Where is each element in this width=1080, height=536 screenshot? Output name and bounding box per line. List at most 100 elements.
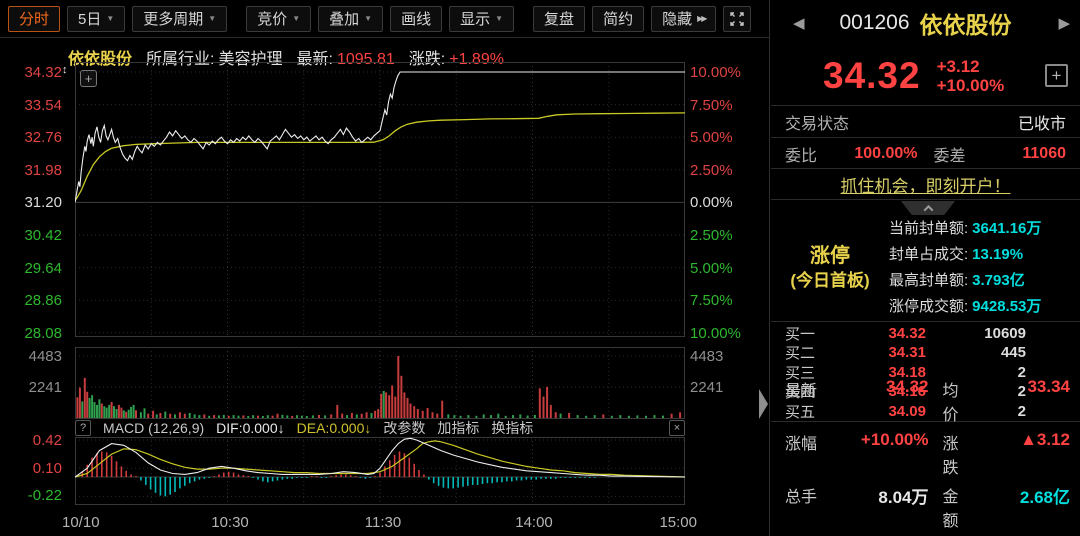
stat-value: 2.68亿 [1019, 487, 1070, 507]
y-axis-percent-label: 0.00% [690, 194, 733, 212]
y-axis-percent-label: 7.50% [690, 292, 733, 310]
macd-dea-value: DEA:0.000↓ [296, 420, 372, 436]
industry-value[interactable]: 美容护理 [218, 51, 283, 68]
button-simple-mode[interactable]: 简约 [592, 5, 645, 32]
stock-switcher: ◀ 001206 依依股份 ▶ [771, 0, 1080, 46]
order-book: 买一 34.32 10609 买二 34.31 445 买三 34.18 2 买四 34.16… [771, 323, 1080, 422]
bid-label: 买一 [785, 325, 816, 343]
switch-indicator-button[interactable]: 换指标 [491, 420, 534, 436]
trade-status-label: 交易状态 [785, 116, 850, 133]
bid-price: 34.18 [888, 363, 926, 381]
chevron-down-icon: ▼ [106, 14, 115, 23]
y-axis-price-label: 33.54 [24, 96, 62, 114]
tab-fenshi[interactable]: 分时 [8, 5, 61, 32]
latest-label: 最新: [296, 51, 333, 68]
edit-params-button[interactable]: 改参数 [383, 420, 426, 436]
weicha-value: 11060 [1022, 144, 1066, 162]
prev-stock-arrow-icon[interactable]: ◀ [793, 15, 805, 32]
change-value: +1.89% [449, 51, 504, 68]
indicator-toolbar: ? MACD (12,26,9) DIF:0.000↓ DEA:0.000↓ 改… [75, 419, 685, 437]
limit-stat-row: 当前封单额: 3641.16万 [889, 217, 1080, 241]
bid-row-3[interactable]: 买三 34.18 2 [771, 362, 1080, 382]
y-axis-price-label: 28.86 [24, 292, 62, 310]
close-indicator-button[interactable]: × [669, 420, 685, 436]
volume-axis-label: 4483 [690, 348, 724, 365]
current-price-row: 34.32 +3.12 +10.00% + [771, 46, 1080, 106]
tab-more-periods[interactable]: 更多周期 ▼ [132, 5, 228, 32]
button-overlay-label: 叠加 [329, 11, 360, 28]
bid-volume: 10609 [984, 324, 1026, 342]
x-axis-time-label: 10/10 [62, 514, 100, 531]
button-replay[interactable]: 复盘 [533, 5, 586, 32]
stat-label: 金额 [942, 488, 959, 530]
stat-label: 总手 [785, 488, 818, 506]
tab-5day-label: 5日 [78, 11, 102, 28]
volume-axis-label: 4483 [28, 348, 62, 365]
limit-stat-label: 当前封单额: [889, 220, 969, 237]
bid-price: 34.09 [888, 402, 926, 420]
y-axis-price-label: 31.98 [24, 161, 62, 179]
button-hide[interactable]: 隐藏 ▶▶ [651, 5, 717, 32]
limit-stat-label: 涨停成交额: [889, 298, 969, 315]
price-change-stack: +3.12 +10.00% [937, 57, 1005, 95]
stat-value: 33.34 [1027, 376, 1070, 396]
intraday-price-chart[interactable] [75, 62, 685, 337]
panel-expand-handle[interactable] [759, 389, 768, 419]
limit-stat-value: 9428.53万 [972, 298, 1042, 315]
bid-row-5[interactable]: 买五 34.09 2 [771, 401, 1080, 421]
collapse-panel-tab[interactable] [901, 201, 955, 215]
bid-label: 买三 [785, 364, 816, 382]
button-overlay[interactable]: 叠加 ▼ [318, 5, 384, 32]
y-axis-price-label: 34.32 [24, 64, 62, 81]
bid-row-4[interactable]: 买四 34.16 2 [771, 382, 1080, 402]
indicator-help-button[interactable]: ? [75, 420, 91, 436]
change-label: 涨跌: [408, 51, 446, 68]
bid-row-2[interactable]: 买二 34.31 445 [771, 343, 1080, 363]
button-auction-label: 竞价 [257, 11, 288, 28]
button-display[interactable]: 显示 ▼ [449, 5, 515, 32]
industry-label: 所属行业: [146, 51, 215, 68]
chevron-down-icon: ▼ [208, 14, 217, 23]
zoom-crosshair-icon[interactable]: + [80, 70, 97, 87]
y-axis-price-label: 29.64 [24, 259, 62, 277]
stat-value: 8.04万 [878, 487, 929, 507]
open-account-link[interactable]: 抓住机会，即刻开户！ [840, 177, 1011, 196]
weibi-row: 委比 100.00% 委差 11060 [771, 139, 1080, 169]
limit-up-tag-line2: (今日首板) [790, 271, 870, 290]
chevron-down-icon: ▼ [495, 14, 504, 23]
y-axis-percent-label: 10.00% [690, 64, 741, 81]
chevron-up-icon [923, 204, 933, 215]
add-indicator-button[interactable]: 加指标 [437, 420, 480, 436]
macd-axis-label: 0.42 [32, 432, 62, 449]
y-axis-price-label: 32.76 [24, 129, 62, 147]
macd-chart[interactable] [75, 437, 685, 505]
limit-up-tag-line1: 涨停 [810, 245, 850, 267]
limit-stat-label: 封单占成交: [889, 246, 969, 263]
trade-status-value: 已收市 [1017, 116, 1066, 133]
bid-label: 买二 [785, 345, 816, 362]
stat-value: +10.00% [860, 429, 929, 449]
add-to-watchlist-button[interactable]: + [1045, 64, 1068, 87]
stat-label: 最新 [785, 382, 818, 400]
next-stock-arrow-icon[interactable]: ▶ [1058, 15, 1070, 32]
macd-axis-label: 0.10 [32, 459, 62, 477]
limit-stat-label: 最高封单额: [889, 272, 969, 289]
bid-row-1[interactable]: 买一 34.32 10609 [771, 323, 1080, 343]
bid-volume: 2 [1017, 363, 1026, 381]
y-axis-price-label: 28.08 [24, 324, 62, 342]
quote-stats-grid: 最新 34.32 均价 33.34 涨幅 +10.00% 涨跌 ▲3.12 总手 8.04… [771, 377, 1080, 536]
stock-name: 依依股份 [919, 12, 1012, 38]
fullscreen-icon [730, 11, 745, 26]
tab-5day[interactable]: 5日 ▼ [67, 5, 126, 32]
quote-panel: ◀ 001206 依依股份 ▶ 34.32 +3.12 +10.00% + 交易… [771, 0, 1080, 536]
y-axis-percent-label: 2.50% [690, 227, 733, 244]
chevron-down-icon: ▼ [292, 14, 301, 23]
bid-price: 34.16 [888, 383, 926, 400]
price-change-pct: +10.00% [936, 75, 1005, 95]
volume-axis-label: 2241 [690, 379, 724, 396]
volume-chart[interactable] [75, 347, 685, 419]
fullscreen-button[interactable] [723, 5, 752, 32]
button-auction[interactable]: 竞价 ▼ [246, 5, 312, 32]
limit-up-stats: 当前封单额: 3641.16万 封单占成交: 13.19% 最高封单额: 3.793亿… [889, 215, 1080, 321]
button-draw-line[interactable]: 画线 [390, 5, 443, 32]
